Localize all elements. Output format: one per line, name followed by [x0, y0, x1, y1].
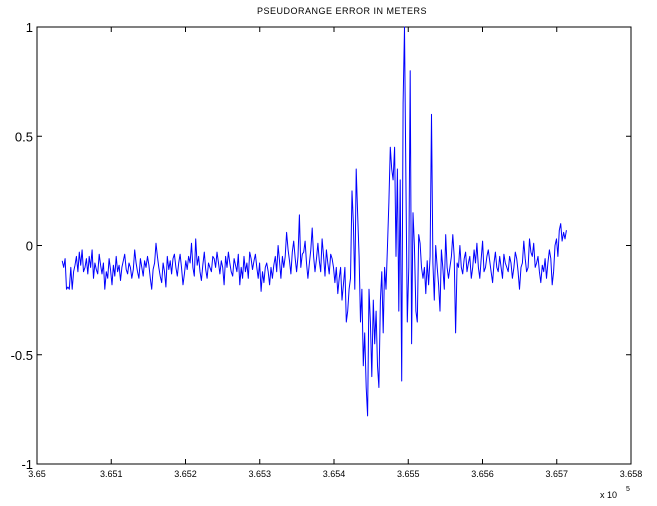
- x-tick-label: 3.658: [620, 469, 643, 479]
- x-tick-label: 3.657: [545, 469, 568, 479]
- x-tick-label: 3.651: [100, 469, 123, 479]
- x-tick-label: 3.65: [28, 469, 46, 479]
- x-tick-label: 3.654: [323, 469, 346, 479]
- y-tick-label: 0: [26, 239, 33, 254]
- x-multiplier-exponent: 5: [626, 486, 630, 493]
- x-axis: 3.65 3.651 3.652 3.653 3.654 3.655 3.656 3.657 3…: [28, 27, 642, 479]
- y-axis: -1 -0.5 0 0.5 1: [11, 20, 631, 472]
- x-tick-label: 3.653: [248, 469, 271, 479]
- y-tick-label: -1: [21, 457, 33, 472]
- y-tick-label: 1: [26, 20, 33, 35]
- plot-frame: [36, 26, 632, 465]
- y-tick-label: -0.5: [11, 348, 33, 363]
- chart-title: PSEUDORANGE ERROR IN METERS: [257, 6, 427, 16]
- x-tick-label: 3.655: [397, 469, 420, 479]
- x-axis-multiplier: x 10 5: [600, 486, 630, 500]
- x-tick-label: 3.652: [174, 469, 197, 479]
- y-tick-label: 0.5: [15, 129, 33, 144]
- x-tick-label: 3.656: [471, 469, 494, 479]
- series-line: [61, 26, 567, 417]
- x-multiplier-label: x 10: [600, 490, 617, 500]
- plot-border: [36, 26, 632, 465]
- series-layer: [61, 26, 567, 417]
